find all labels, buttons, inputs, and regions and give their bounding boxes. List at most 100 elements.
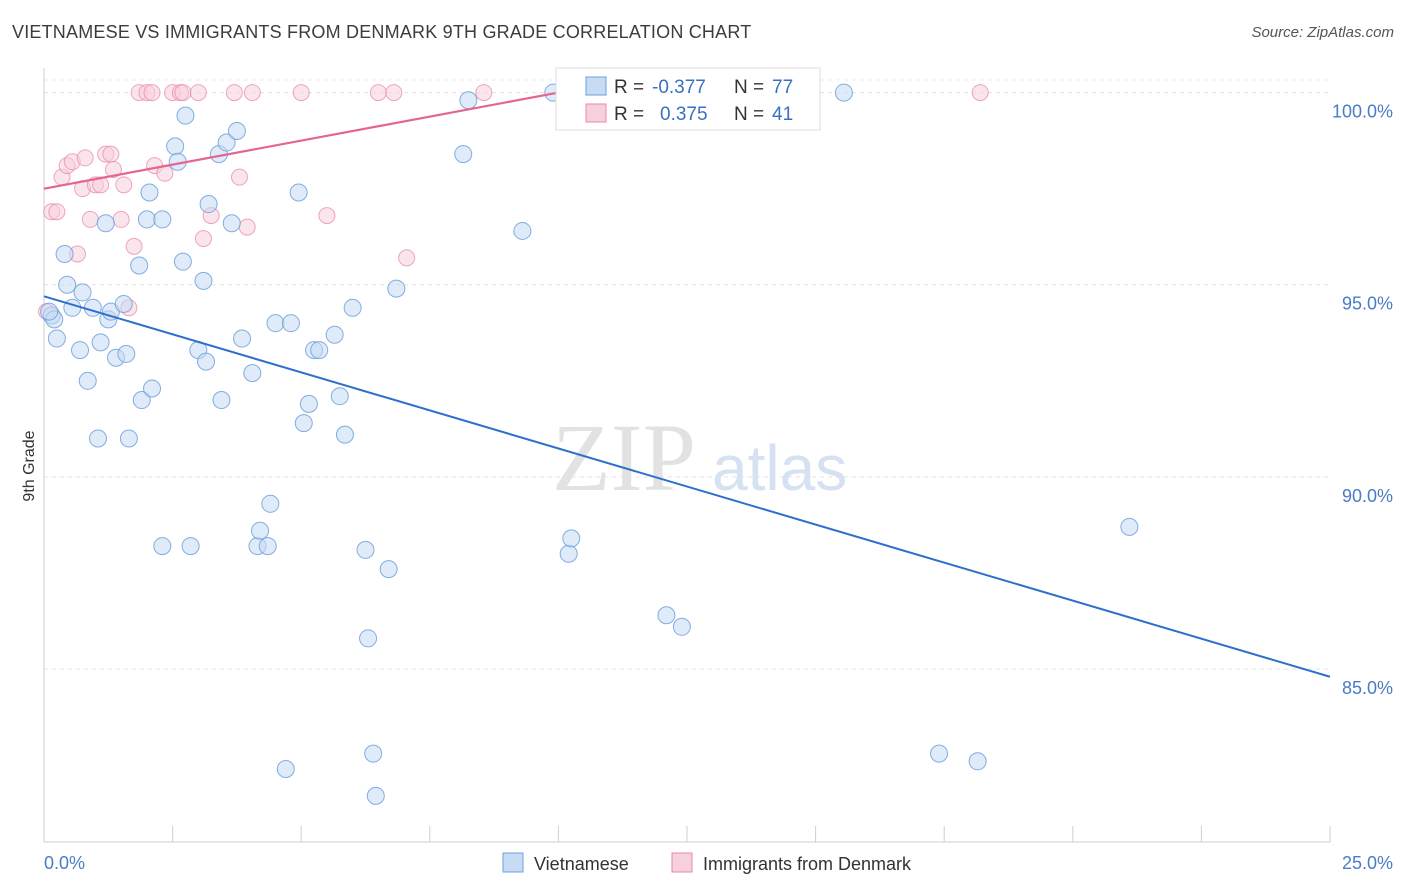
legend-r-label-2: R = xyxy=(614,104,644,125)
vietnamese-point xyxy=(73,283,92,302)
vietnamese-point xyxy=(299,394,318,413)
denmark-point xyxy=(292,84,310,102)
denmark-point xyxy=(475,84,493,102)
axes xyxy=(43,68,1331,843)
vietnamese-point xyxy=(71,341,90,360)
trend-lines xyxy=(43,91,1331,678)
vietnamese-point xyxy=(217,133,236,152)
vietnamese-point xyxy=(281,314,300,333)
denmark-point xyxy=(115,176,133,194)
vietnamese-point xyxy=(137,210,156,229)
series-denmark-points xyxy=(38,84,989,321)
denmark-point xyxy=(369,84,387,102)
denmark-point xyxy=(143,84,161,102)
vietnamese-point xyxy=(930,744,949,763)
vietnamese-point xyxy=(251,521,270,540)
vietnamese-point xyxy=(40,302,59,321)
vietnamese-point xyxy=(834,83,853,102)
vietnamese-point xyxy=(55,245,74,263)
denmark-point xyxy=(76,149,94,167)
vietnamese-point xyxy=(114,294,133,313)
denmark-point xyxy=(48,203,66,221)
legend-r-value-1: -0.377 xyxy=(652,77,706,98)
vietnamese-point xyxy=(513,221,532,240)
bottom-legend-swatch-vietnamese xyxy=(502,852,524,873)
vietnamese-point xyxy=(233,329,252,348)
denmark-point xyxy=(238,218,256,236)
vietnamese-point xyxy=(222,214,241,233)
vietnamese-point xyxy=(294,414,313,433)
vietnamese-point xyxy=(194,271,213,290)
denmark-point xyxy=(112,210,130,228)
vietnamese-point xyxy=(310,341,329,360)
vietnamese-point xyxy=(153,537,172,556)
vietnamese-point xyxy=(78,371,97,390)
vietnamese-point xyxy=(335,425,354,444)
vietnamese-point xyxy=(459,91,478,110)
legend-n-label-1: N = xyxy=(734,77,764,98)
vietnamese-point xyxy=(173,252,192,271)
vietnamese-point xyxy=(657,606,676,625)
y-tick-label: 85.0% xyxy=(1342,678,1393,698)
vietnamese-point xyxy=(454,145,473,164)
vietnamese-point xyxy=(276,759,295,778)
legend-swatch-denmark xyxy=(585,103,607,123)
denmark-point xyxy=(230,168,248,186)
vietnamese-point xyxy=(96,214,115,233)
x-tick-labels: 0.0% 25.0% xyxy=(44,853,1393,873)
vietnamese-point xyxy=(366,786,385,805)
vietnamese-point xyxy=(266,314,285,333)
denmark-point xyxy=(225,84,243,102)
vietnamese-point xyxy=(359,629,378,648)
vietnamese-point xyxy=(387,279,406,298)
vietnamese-point xyxy=(132,391,151,410)
vietnamese-point xyxy=(289,183,308,202)
vietnamese-point xyxy=(58,275,77,294)
denmark-point xyxy=(385,84,403,102)
vietnamese-point xyxy=(130,256,149,275)
vietnamese-point xyxy=(1120,517,1139,536)
chart-title: VIETNAMESE VS IMMIGRANTS FROM DENMARK 9T… xyxy=(12,22,752,42)
legend-r-label-1: R = xyxy=(614,77,644,98)
denmark-point xyxy=(81,210,99,228)
legend-swatch-vietnamese xyxy=(585,76,607,96)
watermark-zip: ZIP xyxy=(552,404,696,511)
vietnamese-point xyxy=(199,195,218,214)
vietnamese-point xyxy=(181,537,200,556)
watermark-atlas: atlas xyxy=(712,432,847,504)
vietnamese-point xyxy=(258,537,277,556)
y-tick-label: 100.0% xyxy=(1332,102,1393,122)
vietnamese-point xyxy=(968,752,987,771)
denmark-trend-line xyxy=(43,91,559,190)
vietnamese-point xyxy=(153,210,172,229)
vietnamese-point xyxy=(243,364,262,383)
vietnamese-point xyxy=(119,429,138,448)
vietnamese-point xyxy=(330,387,349,406)
vietnamese-point xyxy=(364,744,383,763)
legend-n-value-2: 41 xyxy=(772,104,793,125)
denmark-point xyxy=(174,84,192,102)
vietnamese-point xyxy=(672,617,691,636)
vietnamese-point xyxy=(140,183,159,202)
bottom-legend: Vietnamese Immigrants from Denmark xyxy=(502,852,912,874)
vietnamese-point xyxy=(559,544,578,563)
chart-source: Source: ZipAtlas.com xyxy=(1251,24,1394,41)
vietnamese-point xyxy=(562,529,581,548)
vietnamese-point xyxy=(261,494,280,513)
vietnamese-point xyxy=(343,298,362,317)
y-tick-label: 95.0% xyxy=(1342,294,1393,314)
denmark-point xyxy=(398,249,416,267)
denmark-point xyxy=(189,84,207,102)
denmark-point xyxy=(102,145,120,163)
stats-legend: R = -0.377 N = 77 R = 0.375 N = 41 xyxy=(555,67,821,131)
vietnamese-point xyxy=(47,329,66,348)
vietnamese-point xyxy=(91,333,110,352)
denmark-point xyxy=(243,84,261,102)
denmark-point xyxy=(318,207,336,225)
vietnamese-point xyxy=(89,429,108,448)
vietnamese-point xyxy=(379,560,398,579)
vietnamese-point xyxy=(176,106,195,125)
grid-lines xyxy=(44,79,1330,670)
denmark-point xyxy=(194,230,212,248)
